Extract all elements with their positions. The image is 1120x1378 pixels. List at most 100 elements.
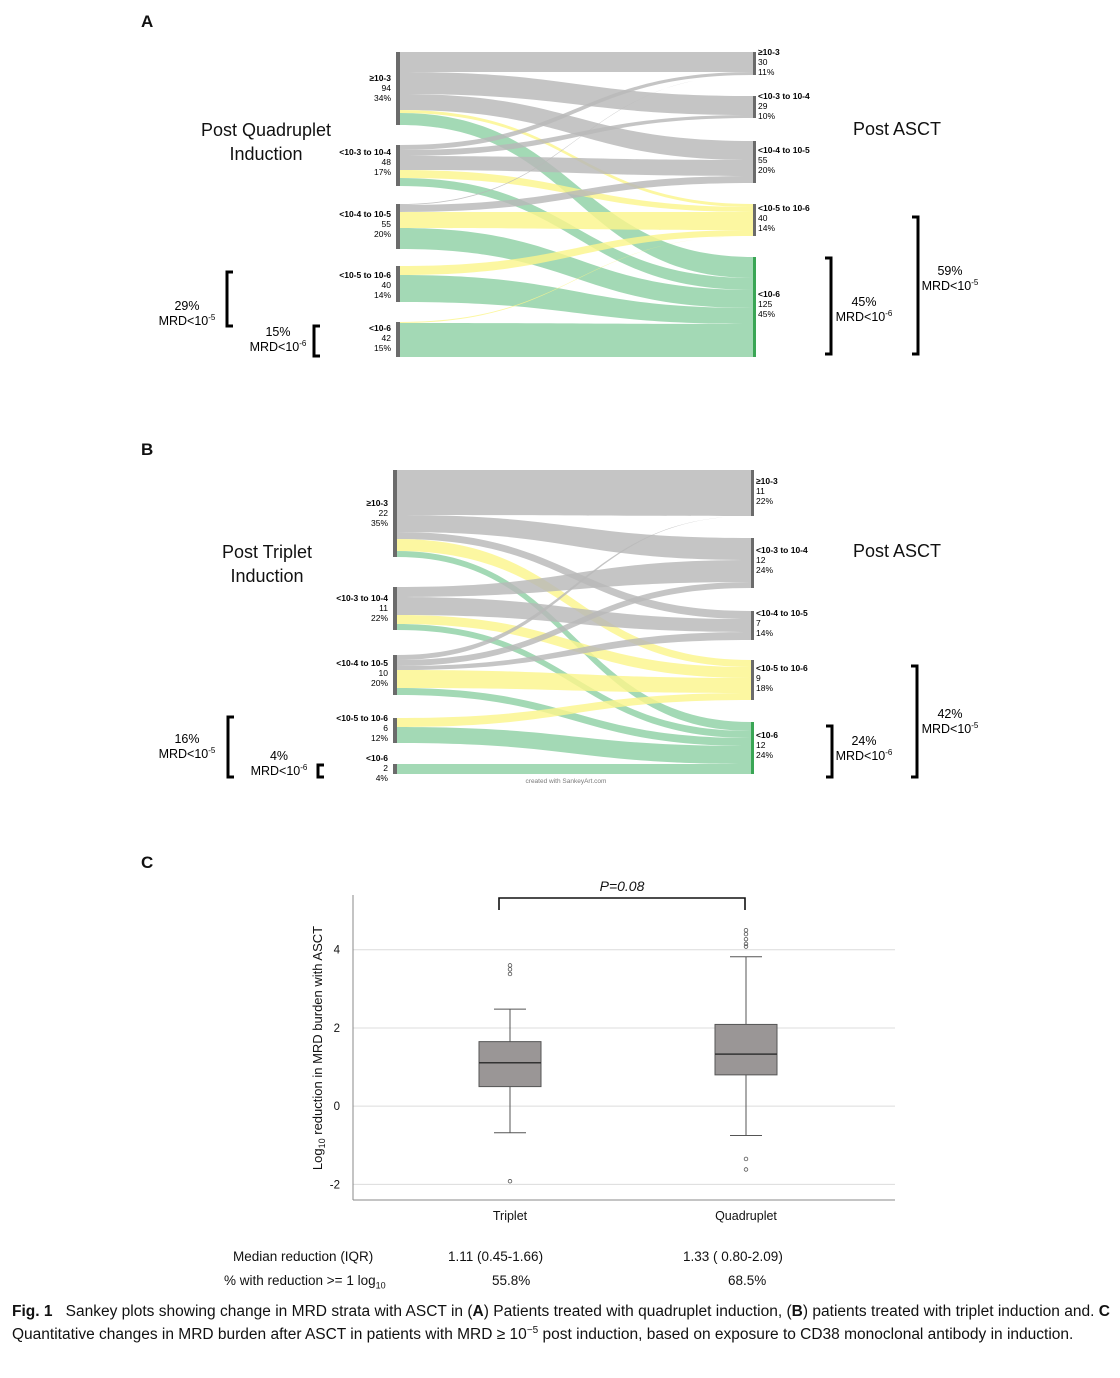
- outlier-point: [743, 931, 749, 937]
- sankey-a-bracket-pct: 29%: [174, 299, 199, 313]
- outlier-point: [743, 944, 749, 949]
- sankey-a-right-node-label: <10-5 to 10-6: [758, 203, 810, 213]
- sankey-b-flow: [397, 632, 751, 670]
- significance-bracket: [498, 897, 746, 910]
- sankey-b-left-node-label: <10-6: [366, 753, 388, 763]
- sankey-a-left-node-count: 40: [382, 280, 392, 290]
- sankey-b-flow: [397, 539, 751, 667]
- sankey-b-right-node-pct: 24%: [756, 750, 773, 760]
- sankey-b-right-node-label: <10-4 to 10-5: [756, 608, 808, 618]
- outlier-point: [743, 936, 749, 942]
- sankey-b-left-node: [393, 655, 397, 695]
- sankey-a-right-node: [753, 204, 756, 236]
- category-label: Triplet: [493, 1209, 528, 1223]
- sankey-b-bracket-threshold: MRD<10-6: [836, 748, 893, 763]
- sankey-b-right-node: [751, 722, 754, 774]
- sankey-a-left-node-pct: 14%: [374, 290, 391, 300]
- panel-b-right-title: Post ASCT: [852, 541, 942, 561]
- y-tick-label: 4: [334, 945, 341, 957]
- sankey-b-left-node-pct: 20%: [371, 678, 388, 688]
- outlier-point: [743, 1167, 749, 1172]
- sankey-b-bracket-left_inner: [316, 763, 324, 779]
- sankey-b-left-node: [393, 587, 397, 630]
- sankey-a-left-node-label: ≥10-3: [369, 73, 391, 83]
- sankey-a-bracket-pct: 15%: [265, 325, 290, 339]
- sankey-b-flow: [397, 727, 751, 764]
- boxplot-chart: -2 0 2 4 Triplet Quadruplet P=0.08 Log10 red…: [310, 878, 895, 1223]
- sankey-a-right-node-count: 55: [758, 155, 768, 165]
- sankey-b-bracket-right_inner: [826, 724, 834, 779]
- outlier-point: [743, 927, 749, 933]
- sankey-a-bracket-threshold: MRD<10-6: [250, 339, 307, 354]
- sankey-b-right-node: [751, 538, 754, 588]
- sankey-a-bracket-right_outer: [912, 215, 920, 356]
- category-labels: Triplet Quadruplet: [493, 1209, 778, 1223]
- outlier-point: [743, 1156, 749, 1162]
- sankey-a-bracket-right_inner: [825, 256, 833, 356]
- sankey-a-left-node-pct: 20%: [374, 229, 391, 239]
- sankey-b-brackets: 16%MRD<10-5 4%MRD<10-624%MRD<10-642%MRD<1…: [159, 664, 979, 779]
- sankey-a-flow: [400, 212, 753, 230]
- sankey-a-bracket-pct: 45%: [851, 295, 876, 309]
- sankey-a-flow: [400, 228, 753, 308]
- sankey-b-left-node-pct: 4%: [376, 773, 389, 783]
- iqr-box: [714, 1023, 778, 1076]
- sankey-a-nodes: [396, 52, 756, 357]
- sankey-b-bracket-threshold: MRD<10-5: [159, 746, 216, 761]
- sankey-a-bracket-left_outer: [225, 270, 233, 328]
- sankey-b-left-node-count: 22: [379, 508, 389, 518]
- iqr-box: [478, 1041, 542, 1088]
- quadruplet-median: 1.33 ( 0.80-2.09): [683, 1249, 783, 1264]
- triplet-median: 1.11 (0.45-1.66): [448, 1249, 544, 1264]
- y-tick-label: -2: [330, 1179, 340, 1191]
- panel-a-left-title-line1: Post Quadruplet: [200, 120, 332, 140]
- triplet-pct: 55.8%: [492, 1273, 531, 1288]
- panel-c-letter: C: [141, 853, 154, 872]
- sankey-a-left-node-count: 42: [382, 333, 392, 343]
- sankey-b-right-node-count: 7: [756, 618, 761, 628]
- sankey-b-left-node: [393, 718, 397, 743]
- sankey-a-left-node: [396, 204, 400, 249]
- sankey-a-flow: [400, 236, 753, 323]
- sankey-a-flow: [400, 156, 753, 176]
- sankey-a-right-node-pct: 11%: [758, 67, 775, 77]
- sankey-b-left-node-count: 6: [383, 723, 388, 733]
- panel-b-left-title-line2: Induction: [230, 566, 304, 586]
- sankey-a-bracket-left_inner: [312, 324, 320, 358]
- y-tick-labels: -2 0 2 4: [330, 945, 341, 1192]
- sankey-a-left-node-pct: 34%: [374, 93, 391, 103]
- sankey-b-left-node-label: <10-5 to 10-6: [336, 713, 388, 723]
- sankey-b-left-node-pct: 35%: [371, 518, 388, 528]
- sankey-b-flow: [397, 582, 751, 666]
- sankey-b-right-node-pct: 18%: [756, 683, 773, 693]
- sankey-b-left-node-count: 11: [379, 603, 388, 613]
- sankey-b-flow: [397, 688, 751, 746]
- sankey-b-right-node-pct: 14%: [756, 628, 773, 638]
- sankey-b-left-node: [393, 470, 397, 557]
- boxes: [478, 927, 778, 1184]
- sankey-b-flow: [397, 764, 751, 774]
- sankey-b-flow: [397, 670, 751, 693]
- sankey-a-flow: [400, 94, 753, 160]
- sankey-b-right-node-count: 12: [756, 555, 766, 565]
- figure-caption: Fig. 1 Sankey plots showing change in MR…: [12, 1303, 1110, 1344]
- sankey-a-right-node-pct: 45%: [758, 309, 775, 319]
- sankey-b-left-node-label: <10-4 to 10-5: [336, 658, 388, 668]
- sankey-b-right-node: [751, 660, 754, 700]
- sankey-a-left-node: [396, 52, 400, 125]
- sankey-b-watermark: created with SankeyArt.com: [526, 778, 607, 785]
- sankey-a-ribbons: [400, 52, 753, 357]
- sankey-a-flow: [400, 230, 753, 275]
- sankey-a-flow: [400, 178, 753, 290]
- p-value-label: P=0.08: [600, 878, 645, 894]
- sankey-b-flow: [397, 515, 751, 560]
- sankey-a-left-node-pct: 17%: [374, 167, 391, 177]
- sankey-b-bracket-pct: 24%: [851, 734, 876, 748]
- sankey-a-left-node-count: 94: [382, 83, 392, 93]
- outlier-point: [507, 967, 513, 972]
- sankey-b-flow: [397, 597, 751, 632]
- box-quadruplet: [714, 927, 778, 1172]
- sankey-a-bracket-pct: 59%: [937, 264, 962, 278]
- y-tick-label: 0: [334, 1101, 340, 1113]
